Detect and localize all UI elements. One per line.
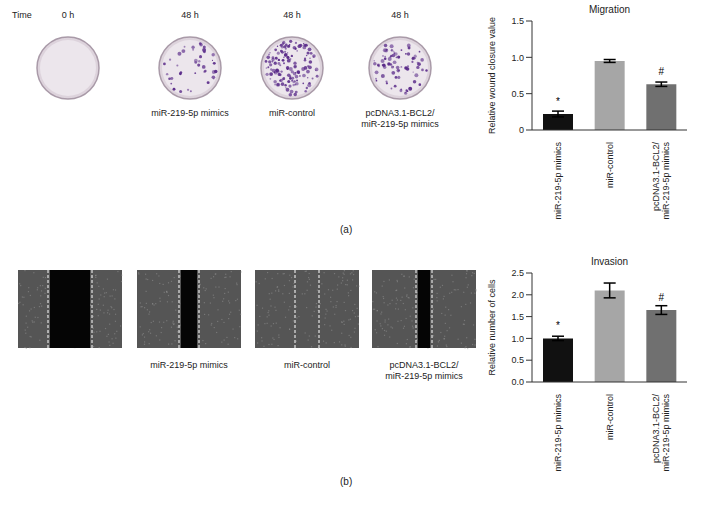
svg-text:miR-219-5p mimics: miR-219-5p mimics	[661, 142, 671, 220]
svg-text:0 h: 0 h	[62, 10, 75, 20]
svg-text:miR-219-5p mimics: miR-219-5p mimics	[150, 360, 228, 370]
svg-text:0: 0	[519, 125, 524, 135]
svg-text:miR-control: miR-control	[605, 142, 615, 188]
svg-text:1.0: 1.0	[511, 53, 524, 63]
html-text:Invasion: Invasion	[590, 256, 629, 267]
svg-text:Time: Time	[12, 10, 32, 20]
svg-text:0.5: 0.5	[511, 89, 524, 99]
svg-text:pcDNA3.1-BCL2/: pcDNA3.1-BCL2/	[389, 360, 459, 370]
svg-text:2.5: 2.5	[511, 268, 524, 278]
svg-text:Relative wound closure value: Relative wound closure value	[487, 17, 497, 134]
svg-text:1.5: 1.5	[511, 16, 524, 26]
svg-text:#: #	[659, 292, 665, 303]
svg-text:1.5: 1.5	[511, 312, 524, 322]
svg-text:miR-control: miR-control	[605, 394, 615, 440]
svg-text:48 h: 48 h	[283, 10, 301, 20]
svg-text:miR-219-5p mimics: miR-219-5p mimics	[385, 371, 463, 381]
svg-text:#: #	[659, 66, 665, 77]
html-text:Migration: Migration	[588, 4, 631, 15]
svg-text:0.5: 0.5	[511, 355, 524, 365]
svg-text:*: *	[556, 96, 560, 107]
svg-text:miR-219-5p mimics: miR-219-5p mimics	[553, 394, 563, 472]
svg-text:48 h: 48 h	[391, 10, 409, 20]
svg-text:miR-219-5p mimics: miR-219-5p mimics	[361, 119, 439, 129]
svg-text:miR-219-5p mimics: miR-219-5p mimics	[661, 394, 671, 472]
svg-text:pcDNA3.1-BCL2/: pcDNA3.1-BCL2/	[651, 142, 661, 212]
svg-text:*: *	[556, 320, 560, 331]
svg-text:1.0: 1.0	[511, 334, 524, 344]
html-text:(b): (b)	[340, 476, 353, 487]
svg-text:pcDNA3.1-BCL2/: pcDNA3.1-BCL2/	[651, 394, 661, 464]
html-text:(a): (a)	[340, 224, 353, 235]
svg-text:2.0: 2.0	[511, 290, 524, 300]
svg-text:miR-control: miR-control	[284, 360, 330, 370]
svg-text:pcDNA3.1-BCL2/: pcDNA3.1-BCL2/	[365, 108, 435, 118]
svg-text:Relative number of cells: Relative number of cells	[487, 279, 497, 376]
svg-text:miR-219-5p mimics: miR-219-5p mimics	[151, 108, 229, 118]
svg-text:miR-219-5p mimics: miR-219-5p mimics	[553, 142, 563, 220]
svg-text:0.0: 0.0	[511, 377, 524, 387]
svg-text:48 h: 48 h	[181, 10, 199, 20]
svg-text:miR-control: miR-control	[269, 108, 315, 118]
